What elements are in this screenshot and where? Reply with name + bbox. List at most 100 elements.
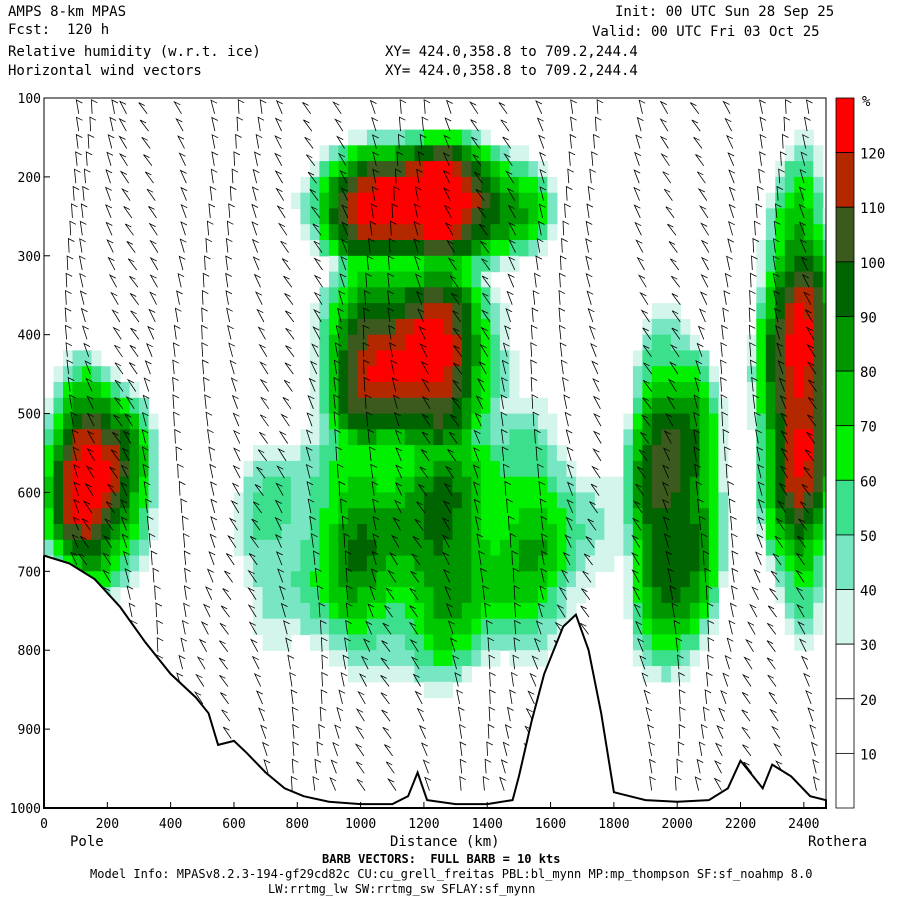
wind-barb — [775, 203, 782, 218]
wind-barb — [256, 308, 265, 323]
humidity-cell — [357, 303, 368, 320]
wind-barb — [481, 275, 491, 288]
humidity-cell — [423, 666, 434, 683]
colorbar-swatch — [835, 752, 855, 809]
wind-barb — [205, 238, 213, 253]
wind-barb — [344, 637, 351, 652]
wind-barb — [82, 500, 93, 514]
wind-barb — [225, 553, 235, 566]
wind-barb — [72, 185, 80, 201]
humidity-cell — [547, 508, 558, 525]
humidity-cell — [822, 460, 826, 478]
wind-barb — [474, 412, 482, 427]
humidity-cell — [53, 508, 64, 525]
wind-barb — [693, 136, 703, 149]
humidity-cell — [461, 555, 472, 572]
wind-barb — [720, 342, 728, 357]
humidity-cell — [632, 413, 643, 430]
humidity-cell — [433, 224, 444, 241]
wind-barb — [112, 326, 122, 340]
wind-barb — [394, 168, 402, 184]
wind-barb — [65, 272, 73, 288]
wind-barb — [307, 171, 317, 184]
humidity-cell — [262, 587, 273, 604]
wind-barb — [567, 464, 574, 479]
wind-barb — [121, 447, 130, 462]
humidity-cell — [708, 397, 719, 415]
humidity-cell — [423, 303, 434, 320]
humidity-cell — [129, 539, 140, 557]
humidity-cell — [423, 602, 434, 620]
humidity-cell — [433, 271, 444, 288]
humidity-cell — [794, 429, 805, 446]
wind-barb — [227, 534, 237, 548]
wind-barb — [110, 291, 119, 305]
wind-barb — [397, 133, 405, 149]
humidity-cell — [423, 618, 434, 636]
humidity-cell — [813, 366, 824, 383]
wind-barb — [144, 360, 152, 375]
humidity-cell — [471, 508, 482, 525]
humidity-cell — [537, 524, 548, 541]
wind-barb — [387, 272, 394, 288]
humidity-cell — [651, 508, 662, 525]
wind-barb — [566, 499, 574, 514]
wind-barb — [580, 605, 590, 618]
wind-barb — [713, 777, 722, 791]
wind-barb — [118, 117, 127, 132]
humidity-cell — [518, 224, 529, 241]
humidity-cell — [775, 571, 786, 588]
wind-barb — [637, 637, 644, 652]
wind-barb — [149, 291, 157, 305]
humidity-cell — [594, 555, 605, 572]
wind-barb — [478, 361, 487, 375]
wind-barb — [671, 293, 681, 305]
wind-barb — [336, 307, 344, 323]
wind-barb — [114, 379, 124, 392]
humidity-cell — [651, 587, 662, 604]
humidity-cell — [518, 476, 529, 494]
wind-barb — [538, 203, 546, 218]
humidity-cell — [385, 255, 396, 273]
humidity-cell — [376, 192, 387, 210]
humidity-cell — [148, 476, 159, 494]
wind-barb — [209, 533, 217, 548]
humidity-cell — [357, 350, 368, 367]
humidity-cell — [490, 208, 501, 225]
wind-barb — [475, 395, 484, 409]
wind-barb — [275, 100, 283, 114]
humidity-cell — [452, 539, 463, 557]
humidity-cell — [366, 318, 377, 336]
wind-barb — [506, 290, 514, 305]
humidity-cell — [680, 460, 691, 478]
wind-barb — [773, 307, 781, 323]
humidity-cell — [509, 460, 520, 478]
humidity-cell — [442, 366, 453, 383]
humidity-cell — [376, 208, 387, 225]
wind-barb — [585, 255, 593, 271]
humidity-cell — [366, 255, 377, 273]
humidity-cell — [699, 587, 710, 604]
humidity-cell — [518, 555, 529, 572]
wind-barb — [80, 203, 88, 218]
humidity-cell — [642, 445, 653, 462]
x-tick-label: 400 — [159, 817, 182, 832]
humidity-cell — [613, 492, 624, 509]
humidity-cell — [537, 650, 548, 667]
humidity-cell — [794, 445, 805, 462]
humidity-cell — [101, 524, 112, 541]
colorbar-swatch — [835, 152, 855, 208]
humidity-cell — [794, 555, 805, 572]
humidity-cell — [404, 429, 415, 446]
wind-barb — [274, 170, 283, 184]
humidity-cell — [414, 397, 425, 415]
humidity-cell — [537, 429, 548, 446]
wind-barb — [721, 411, 729, 427]
humidity-cell — [813, 176, 824, 194]
humidity-cell — [499, 176, 510, 194]
humidity-cell — [794, 240, 805, 257]
wind-barb — [537, 463, 544, 479]
humidity-cell — [765, 508, 776, 525]
humidity-cell — [423, 429, 434, 446]
humidity-cell — [300, 176, 311, 194]
